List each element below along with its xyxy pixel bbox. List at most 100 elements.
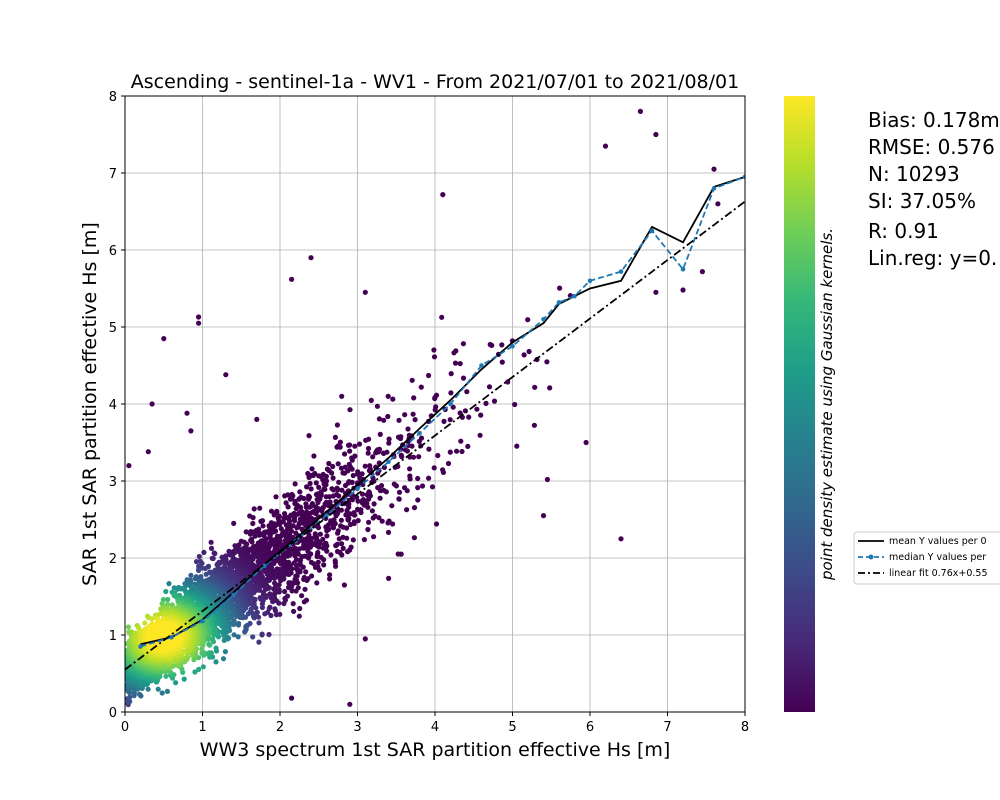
scatter-point — [188, 428, 194, 434]
scatter-point — [324, 533, 330, 539]
scatter-point — [365, 450, 371, 456]
scatter-point — [306, 474, 312, 480]
scatter-point — [219, 629, 225, 635]
median-point — [417, 431, 422, 436]
scatter-point — [338, 465, 344, 471]
scatter-point — [306, 433, 312, 439]
scatter-point — [411, 505, 418, 511]
scatter-point — [385, 529, 392, 536]
stat-n: N: 10293 — [868, 162, 960, 186]
scatter-point — [297, 605, 303, 612]
scatter-point — [299, 512, 305, 518]
scatter-point — [376, 515, 382, 521]
median-point — [200, 618, 205, 624]
scatter-point — [258, 596, 264, 602]
y-axis-label: SAR 1st SAR partition effective Hs [m] — [79, 222, 101, 586]
scatter-point — [213, 645, 219, 651]
scatter-point — [365, 526, 371, 533]
scatter-point — [235, 621, 241, 627]
scatter-point — [487, 341, 493, 348]
scatter-point — [293, 506, 299, 512]
scatter-point — [452, 360, 459, 366]
scatter-point — [292, 518, 298, 524]
legend-label-mean: mean Y values per 0 — [889, 536, 987, 547]
scatter-point — [193, 559, 200, 565]
scatter-point — [315, 499, 321, 505]
scatter-point — [410, 454, 417, 460]
scatter-point — [544, 476, 551, 483]
legend-swatch-median-marker — [868, 554, 874, 560]
scatter-point — [653, 131, 659, 138]
scatter-point — [196, 666, 202, 673]
scatter-point — [256, 639, 262, 645]
scatter-point — [299, 593, 305, 599]
scatter-point — [407, 466, 413, 472]
scatter-point — [155, 686, 161, 692]
scatter-point — [249, 539, 255, 545]
scatter-point — [285, 584, 292, 591]
scatter-point — [330, 475, 336, 481]
scatter-point — [451, 350, 457, 356]
median-point — [479, 363, 484, 368]
scatter-point — [342, 451, 348, 457]
stat-bias: Bias: 0.178m — [868, 108, 1000, 132]
scatter-point — [222, 560, 228, 566]
scatter-point — [457, 361, 463, 367]
scatter-point — [441, 418, 447, 424]
scatter-point — [339, 487, 345, 493]
scatter-point — [309, 573, 315, 579]
scatter-point — [525, 317, 531, 323]
median-point — [649, 228, 655, 234]
scatter-point — [163, 673, 169, 679]
scatter-point — [486, 384, 493, 390]
scatter-point — [209, 555, 215, 561]
scatter-point — [402, 447, 408, 453]
scatter-point — [323, 494, 329, 500]
scatter-point — [296, 496, 302, 502]
scatter-point — [389, 503, 395, 509]
median-point — [231, 592, 236, 598]
median-point — [510, 344, 515, 349]
scatter-point — [271, 512, 277, 518]
x-tick-label: 1 — [198, 720, 206, 735]
scatter-point — [235, 634, 241, 640]
median-point — [711, 186, 717, 191]
scatter-point — [282, 588, 288, 595]
scatter-point — [278, 560, 284, 567]
scatter-point — [334, 548, 341, 555]
scatter-point — [347, 521, 354, 528]
scatter-point — [304, 484, 310, 490]
scatter-point — [326, 460, 332, 467]
scatter-point — [303, 569, 309, 575]
scatter-point — [399, 454, 405, 460]
scatter-point — [512, 401, 518, 408]
scatter-point — [291, 560, 297, 566]
x-tick-label: 6 — [586, 720, 594, 735]
scatter-point — [281, 600, 287, 607]
median-point — [572, 293, 577, 299]
scatter-point — [223, 372, 229, 378]
scatter-point — [339, 541, 345, 547]
scatter-point — [352, 443, 358, 449]
scatter-point — [369, 508, 375, 514]
scatter-point — [314, 553, 320, 560]
scatter-point — [431, 347, 437, 353]
chart-title: Ascending - sentinel-1a - WV1 - From 202… — [131, 71, 739, 93]
scatter-point — [334, 422, 340, 428]
median-point — [587, 278, 593, 284]
scatter-point — [309, 466, 315, 472]
scatter-point — [333, 513, 339, 519]
scatter-point — [282, 510, 288, 517]
x-tick-label: 4 — [431, 720, 439, 735]
scatter-point — [318, 554, 324, 560]
scatter-point — [431, 354, 438, 360]
scatter-point — [210, 636, 216, 642]
scatter-point — [381, 450, 387, 456]
scatter-point — [371, 534, 377, 540]
scatter-point — [410, 411, 416, 417]
scatter-point — [385, 413, 391, 420]
scatter-point — [466, 414, 472, 420]
scatter-point — [339, 393, 345, 399]
scatter-point — [313, 480, 319, 486]
scatter-point — [377, 431, 383, 437]
